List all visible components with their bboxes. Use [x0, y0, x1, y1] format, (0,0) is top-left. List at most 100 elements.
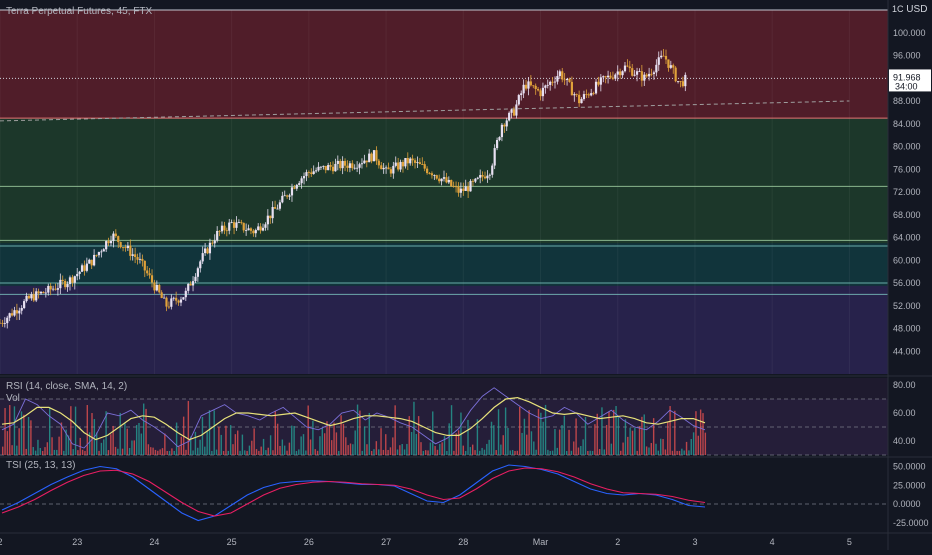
candle-body-63: [150, 275, 154, 283]
vol-bar-40: [96, 432, 98, 455]
rsi-legend[interactable]: RSI (14, close, SMA, 14, 2): [6, 381, 128, 392]
vol-bar-25: [60, 422, 63, 455]
tsi-signal-line: [1, 467, 706, 517]
candle-body-87: [208, 242, 212, 254]
candle-body-230: [553, 81, 557, 83]
vol-bar-47: [112, 425, 114, 455]
vol-bar-72: [171, 448, 173, 455]
candle-body-94: [225, 230, 228, 232]
candle-body-223: [537, 88, 540, 91]
vol-bar-134: [316, 450, 319, 455]
price-tick-11: 88.000: [893, 96, 921, 106]
vol-bar-275: [648, 447, 650, 455]
vol-bar-15: [37, 439, 39, 455]
candle-body-210: [505, 120, 508, 127]
tsi-legend[interactable]: TSI (25, 13, 13): [6, 460, 76, 471]
bar-countdown: 34:00: [895, 81, 918, 91]
vol-bar-10: [25, 448, 27, 455]
candle-body-264: [635, 71, 639, 75]
vol-bar-254: [598, 449, 601, 455]
vol-bar-297: [699, 409, 702, 455]
rsi-pane[interactable]: [0, 375, 932, 456]
candle-body-124: [298, 183, 301, 185]
vol-bar-176: [415, 433, 417, 455]
vol-bar-64: [152, 447, 154, 455]
candle-body-199: [479, 175, 482, 178]
vol-bar-162: [382, 449, 385, 455]
candle-series[interactable]: [0, 49, 687, 329]
vol-bar-93: [220, 434, 222, 455]
candle-body-59: [141, 258, 144, 261]
tsi-pane[interactable]: [0, 456, 932, 522]
vol-bar-104: [246, 450, 248, 455]
time-tick-0: 2: [0, 537, 3, 547]
candle-body-104: [249, 228, 253, 231]
vol-bar-276: [650, 443, 652, 455]
vol-bar-141: [333, 422, 335, 455]
candle-body-99: [237, 222, 240, 224]
time-tick-3: 25: [227, 537, 237, 547]
candle-body-91: [218, 230, 221, 232]
vol-bar-21: [51, 437, 53, 455]
vol-bar-5: [13, 406, 16, 455]
vol-bar-239: [563, 415, 566, 455]
candle-body-216: [520, 93, 523, 96]
rsi-ma-line: [1, 396, 706, 441]
vol-bar-280: [660, 438, 662, 455]
candle-body-276: [664, 55, 668, 60]
candle-body-54: [129, 245, 132, 256]
candle-body-5: [10, 313, 14, 316]
vol-bar-161: [380, 428, 382, 455]
time-tick-8: 2: [615, 537, 620, 547]
vol-bar-92: [218, 426, 220, 455]
vol-bar-107: [253, 428, 255, 455]
candle-body-115: [276, 208, 279, 210]
candle-body-113: [271, 207, 274, 219]
candle-body-250: [602, 76, 605, 78]
price-tick-7: 72.000: [893, 187, 921, 197]
candle-body-277: [667, 59, 670, 68]
tsi-tick-2: 25.0000: [893, 480, 926, 490]
candle-body-195: [469, 180, 472, 192]
candle-body-157: [377, 160, 380, 166]
vol-bar-216: [509, 450, 511, 455]
currency-label[interactable]: 1C USD: [892, 4, 927, 15]
candle-body-259: [623, 65, 627, 72]
candle-body-265: [638, 71, 641, 73]
vol-legend[interactable]: Vol: [6, 393, 20, 404]
vol-bar-287: [676, 450, 678, 455]
vol-bar-199: [469, 447, 472, 455]
candle-body-144: [346, 165, 349, 168]
price-tick-13: 96.000: [893, 51, 921, 61]
candle-body-209: [503, 124, 506, 127]
candle-body-185: [445, 177, 448, 183]
vol-bar-152: [359, 410, 361, 455]
vol-bar-296: [697, 435, 699, 455]
candle-body-187: [450, 179, 453, 187]
candle-body-188: [452, 186, 455, 187]
candle-body-267: [643, 74, 646, 81]
candle-body-215: [517, 95, 520, 105]
vol-bar-154: [363, 426, 366, 455]
candle-body-24: [56, 288, 60, 290]
vol-bar-204: [481, 447, 483, 455]
vol-bar-84: [199, 439, 201, 455]
candle-body-220: [529, 81, 532, 86]
time-tick-4: 26: [304, 537, 314, 547]
vol-bar-106: [251, 440, 253, 455]
vol-bar-190: [448, 423, 450, 455]
vol-bar-28: [67, 435, 70, 455]
candle-body-25: [59, 279, 62, 289]
vol-bar-207: [488, 439, 490, 455]
vol-bar-99: [234, 434, 237, 455]
vol-bar-18: [44, 447, 46, 455]
vol-bar-212: [500, 444, 502, 455]
vol-bar-211: [497, 409, 500, 455]
vol-bar-121: [286, 450, 288, 455]
vol-bar-113: [267, 447, 269, 455]
vol-bar-292: [688, 450, 690, 455]
main-legend[interactable]: Terra Perpetual Futures, 45, FTX: [6, 6, 153, 17]
candle-body-263: [633, 74, 636, 76]
